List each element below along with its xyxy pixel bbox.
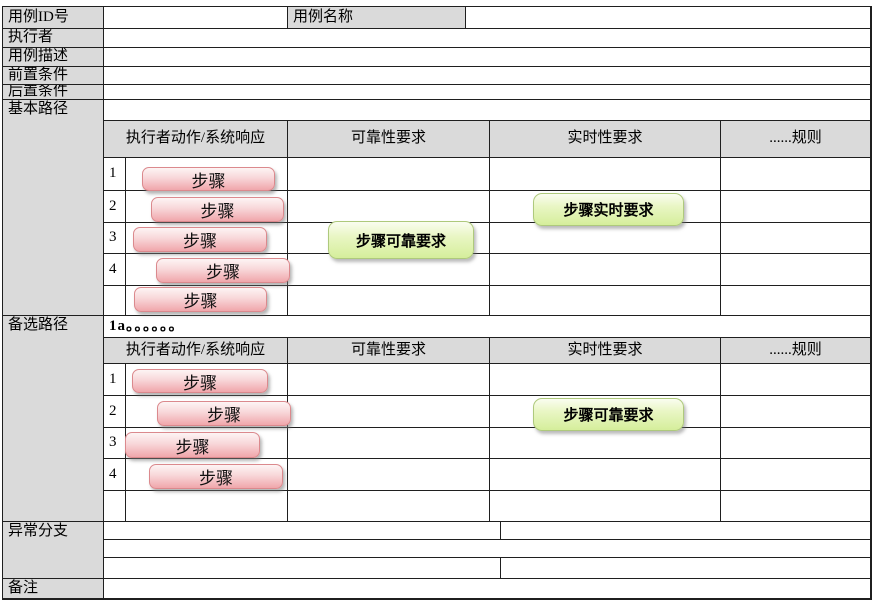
basic-row-number: 1 bbox=[104, 158, 126, 191]
basic-reliability-cell[interactable] bbox=[288, 286, 490, 316]
postcondition-value-cell[interactable] bbox=[104, 85, 871, 100]
exception-cell[interactable] bbox=[501, 522, 871, 540]
step-shape[interactable]: 步骤 bbox=[156, 258, 290, 283]
alt-rules-cell[interactable] bbox=[721, 396, 871, 428]
basic-path-intro-cell[interactable] bbox=[104, 100, 871, 121]
basic-path-label: 基本路径 bbox=[3, 100, 104, 316]
basic-rules-cell[interactable] bbox=[721, 223, 871, 254]
step-shape[interactable]: 步骤 bbox=[133, 227, 267, 252]
exception-branch-label: 异常分支 bbox=[3, 522, 104, 579]
basic-reliability-cell[interactable] bbox=[288, 158, 490, 191]
alt-realtime-cell[interactable] bbox=[490, 428, 721, 459]
basic-header-realtime: 实时性要求 bbox=[490, 121, 721, 158]
precondition-label: 前置条件 bbox=[3, 67, 104, 85]
step-shape[interactable]: 步骤 bbox=[142, 167, 275, 191]
alt-rules-cell[interactable] bbox=[721, 364, 871, 396]
use-case-name-label: 用例名称 bbox=[288, 7, 466, 29]
basic-row-number bbox=[104, 286, 126, 316]
alt-path-branch-id[interactable]: 1a。。。。。。 bbox=[104, 316, 871, 338]
basic-realtime-cell[interactable] bbox=[490, 254, 721, 286]
basic-row-number: 3 bbox=[104, 223, 126, 254]
alt-realtime-cell[interactable] bbox=[490, 491, 721, 522]
step-shape[interactable]: 步骤 bbox=[132, 369, 268, 393]
exception-cell[interactable] bbox=[104, 522, 501, 540]
alt-header-reliability: 可靠性要求 bbox=[288, 338, 490, 364]
step-shape[interactable]: 步骤 bbox=[125, 432, 260, 458]
basic-header-rules: ......规则 bbox=[721, 121, 871, 158]
basic-realtime-cell[interactable] bbox=[490, 286, 721, 316]
alt-reliability-cell[interactable] bbox=[288, 459, 490, 491]
reliability-requirement-badge[interactable]: 步骤可靠要求 bbox=[328, 221, 474, 259]
description-label: 用例描述 bbox=[3, 48, 104, 67]
basic-row-number: 2 bbox=[104, 191, 126, 223]
alt-reliability-cell[interactable] bbox=[288, 396, 490, 428]
precondition-value-cell[interactable] bbox=[104, 67, 871, 85]
alt-row-number: 4 bbox=[104, 459, 126, 491]
exception-cell[interactable] bbox=[104, 558, 501, 579]
alt-reliability-cell[interactable] bbox=[288, 428, 490, 459]
exception-cell[interactable] bbox=[501, 558, 871, 579]
basic-rules-cell[interactable] bbox=[721, 158, 871, 191]
basic-reliability-cell[interactable] bbox=[288, 191, 490, 223]
postcondition-label: 后置条件 bbox=[3, 85, 104, 100]
basic-reliability-cell[interactable] bbox=[288, 254, 490, 286]
use-case-table: 用例ID号 用例名称 执行者 用例描述 前置条件 后置条件 基本路径 执行者动作… bbox=[2, 6, 872, 600]
alt-rules-cell[interactable] bbox=[721, 428, 871, 459]
basic-realtime-cell[interactable] bbox=[490, 158, 721, 191]
realtime-requirement-badge[interactable]: 步骤实时要求 bbox=[533, 193, 684, 226]
reliability-requirement-badge[interactable]: 步骤可靠要求 bbox=[533, 398, 684, 431]
basic-header-action: 执行者动作/系统响应 bbox=[104, 121, 288, 158]
alt-rules-cell[interactable] bbox=[721, 459, 871, 491]
basic-rules-cell[interactable] bbox=[721, 254, 871, 286]
notes-label: 备注 bbox=[3, 579, 104, 599]
basic-realtime-cell[interactable] bbox=[490, 223, 721, 254]
step-shape[interactable]: 步骤 bbox=[134, 287, 267, 312]
alt-header-realtime: 实时性要求 bbox=[490, 338, 721, 364]
alt-row-number: 2 bbox=[104, 396, 126, 428]
basic-rules-cell[interactable] bbox=[721, 286, 871, 316]
step-shape[interactable]: 步骤 bbox=[151, 197, 284, 222]
use-case-name-value-cell[interactable] bbox=[466, 7, 871, 29]
basic-row-number: 4 bbox=[104, 254, 126, 286]
use-case-id-value-cell[interactable] bbox=[104, 7, 288, 29]
description-value-cell[interactable] bbox=[104, 48, 871, 67]
alt-row-number: 3 bbox=[104, 428, 126, 459]
exception-cell[interactable] bbox=[104, 540, 871, 558]
alt-header-action: 执行者动作/系统响应 bbox=[104, 338, 288, 364]
step-shape[interactable]: 步骤 bbox=[157, 401, 291, 426]
actor-label: 执行者 bbox=[3, 29, 104, 48]
use-case-id-label: 用例ID号 bbox=[3, 7, 104, 29]
alt-realtime-cell[interactable] bbox=[490, 364, 721, 396]
alt-realtime-cell[interactable] bbox=[490, 459, 721, 491]
alt-rules-cell[interactable] bbox=[721, 491, 871, 522]
step-shape[interactable]: 步骤 bbox=[149, 464, 283, 489]
alt-reliability-cell[interactable] bbox=[288, 491, 490, 522]
actor-value-cell[interactable] bbox=[104, 29, 871, 48]
basic-header-reliability: 可靠性要求 bbox=[288, 121, 490, 158]
alt-row-number bbox=[104, 491, 126, 522]
alt-action-cell[interactable] bbox=[126, 491, 288, 522]
alt-reliability-cell[interactable] bbox=[288, 364, 490, 396]
alt-header-rules: ......规则 bbox=[721, 338, 871, 364]
alt-row-number: 1 bbox=[104, 364, 126, 396]
basic-rules-cell[interactable] bbox=[721, 191, 871, 223]
notes-value-cell[interactable] bbox=[104, 579, 871, 599]
alt-path-label: 备选路径 bbox=[3, 316, 104, 522]
